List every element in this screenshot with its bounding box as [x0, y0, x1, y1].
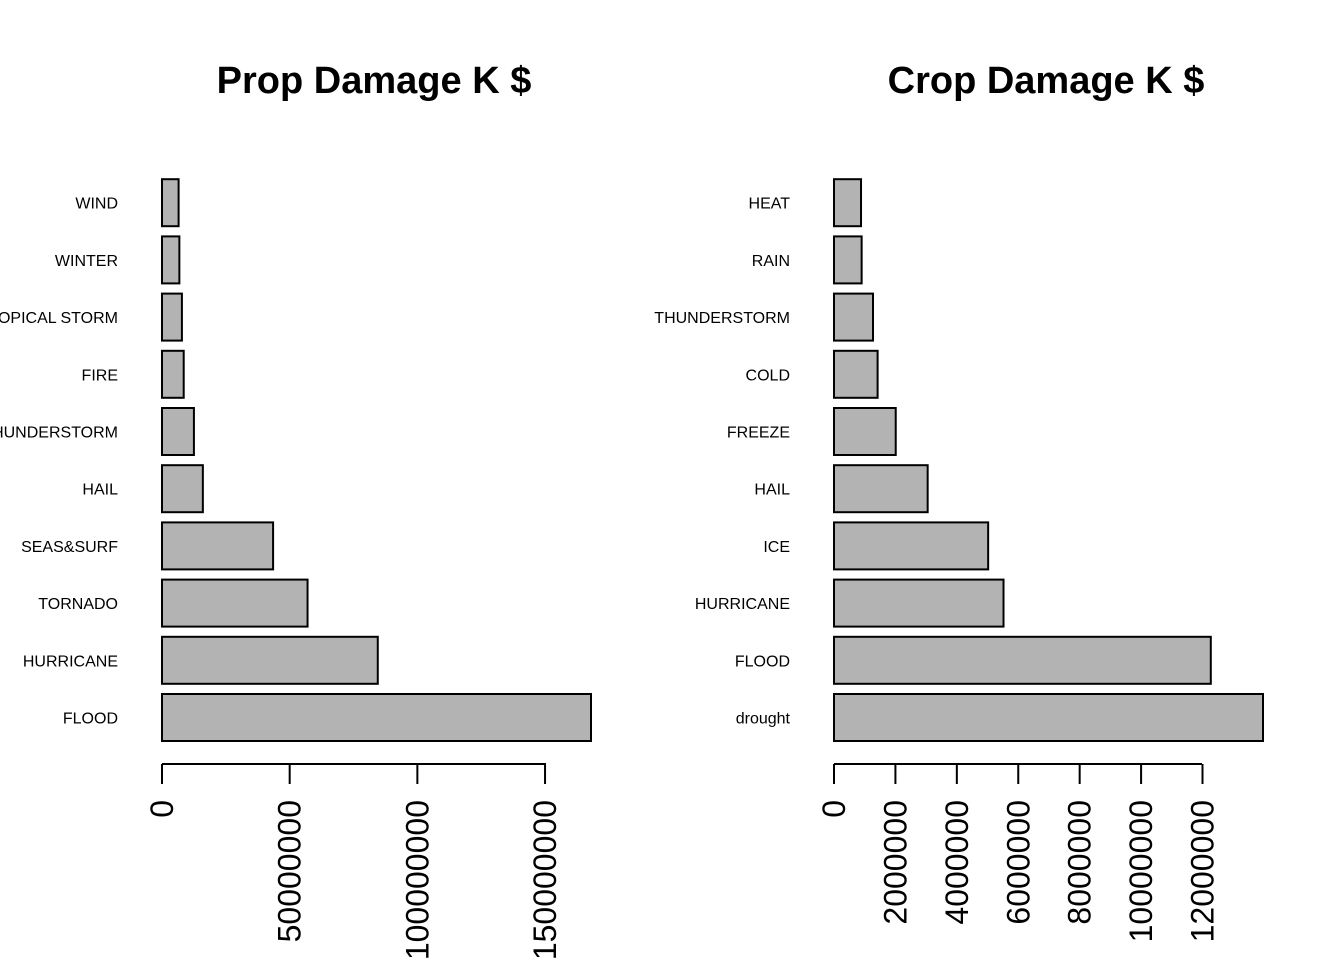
bar: [161, 635, 379, 685]
bar: [161, 578, 309, 628]
bar: [161, 407, 195, 456]
x-tick-label: 4000000: [939, 800, 975, 925]
category-label: HAIL: [82, 482, 118, 499]
category-label: SEAS&SURF: [21, 539, 118, 556]
bar: [833, 635, 1212, 685]
chart-title: Crop Damage K $: [888, 60, 1205, 102]
category-label: FIRE: [82, 367, 118, 384]
category-label: WIND: [75, 196, 118, 213]
bar: [161, 292, 183, 342]
x-tick-label: 0: [144, 800, 180, 818]
x-tick-label: 150000000: [527, 800, 563, 960]
category-label: ICE: [763, 539, 790, 556]
x-tick-label: 8000000: [1062, 800, 1098, 925]
category-label: FREEZE: [727, 425, 790, 442]
x-tick-label: 12000000: [1185, 800, 1221, 942]
category-label: TORNADO: [38, 596, 118, 613]
category-label: HAIL: [754, 482, 790, 499]
bar: [833, 464, 929, 514]
bar: [833, 407, 897, 456]
x-tick-label: 0: [816, 800, 852, 818]
x-tick-label: 100000000: [399, 800, 435, 960]
bar: [833, 349, 879, 399]
category-label: THUNDERSTORM: [0, 425, 118, 442]
category-label: WINTER: [55, 253, 118, 270]
crop-damage-chart: Crop Damage K $ drought FLOOD HURRICANE ICE…: [654, 60, 1264, 942]
bar: [161, 693, 592, 742]
prop-damage-chart: Prop Damage K $ FLOOD HURRICANE TORNADO SEA…: [0, 60, 592, 960]
bar: [833, 235, 863, 285]
bar: [833, 521, 990, 571]
category-label: HURRICANE: [695, 596, 790, 613]
category-label: FLOOD: [63, 711, 118, 728]
category-label: HEAT: [749, 196, 791, 213]
bar: [161, 521, 275, 571]
category-label: COLD: [746, 367, 790, 384]
x-tick-label: 10000000: [1123, 800, 1159, 942]
category-label: FLOOD: [735, 653, 790, 670]
category-label: HURRICANE: [23, 653, 118, 670]
x-tick-label: 6000000: [1000, 800, 1036, 925]
category-label: drought: [736, 711, 791, 728]
category-label: RAIN: [752, 253, 790, 270]
category-label: THUNDERSTORM: [654, 310, 790, 327]
bar: [161, 349, 185, 399]
x-tick-label: 2000000: [877, 800, 913, 925]
bar: [833, 178, 863, 228]
chart-title: Prop Damage K $: [217, 60, 532, 102]
category-label: TROPICAL STORM: [0, 310, 118, 327]
x-tick-label: 50000000: [272, 800, 308, 942]
bar: [833, 693, 1264, 742]
bar: [833, 578, 1005, 628]
bar: [161, 464, 204, 514]
bar: [161, 178, 180, 228]
bar: [833, 292, 874, 342]
bar: [161, 235, 181, 285]
